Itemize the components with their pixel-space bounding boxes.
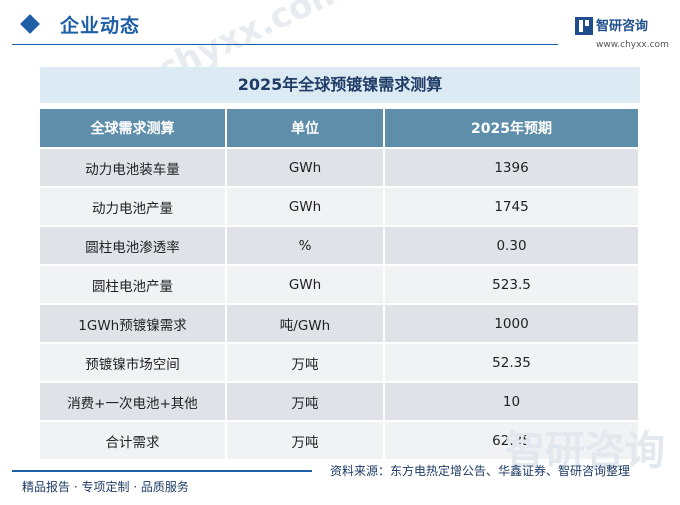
logo-url: www.chyxx.com — [596, 40, 669, 50]
row-label-cell: 预镀镍市场空间 — [40, 342, 226, 382]
section-title: 企业动态 — [60, 15, 141, 37]
table-row: 动力电池装车量 GWh 1396 — [40, 147, 638, 187]
value-cell: 52.35 — [383, 342, 638, 382]
header-divider — [12, 44, 558, 45]
table-header-row: 全球需求测算 单位 2025年预期 — [40, 109, 638, 148]
row-label-cell: 合计需求 — [40, 420, 226, 459]
logo-name: 智研咨询 — [596, 19, 649, 34]
table-row: 合计需求 万吨 62.35 — [40, 420, 638, 459]
logo-mark-icon — [575, 17, 593, 35]
column-header: 2025年预期 — [383, 109, 638, 148]
value-cell: 62.35 — [383, 420, 638, 459]
table-row: 消费+一次电池+其他 万吨 10 — [40, 381, 638, 421]
value-cell: 0.30 — [383, 225, 638, 265]
unit-cell: GWh — [225, 147, 384, 187]
column-header: 全球需求测算 — [40, 109, 226, 148]
row-label-cell: 消费+一次电池+其他 — [40, 381, 226, 421]
unit-cell: 万吨 — [225, 381, 384, 421]
table-row: 预镀镍市场空间 万吨 52.35 — [40, 342, 638, 382]
row-label-cell: 动力电池装车量 — [40, 147, 226, 187]
footer-slogan: 精品报告 · 专项定制 · 品质服务 — [22, 480, 189, 494]
unit-cell: 万吨 — [225, 342, 384, 382]
unit-cell: % — [225, 225, 384, 265]
footer-logo-watermark: 智研咨询 — [505, 428, 665, 474]
unit-cell: GWh — [225, 186, 384, 226]
unit-cell: GWh — [225, 264, 384, 304]
footer-divider — [12, 470, 312, 472]
source-note: 资料来源：东方电热定增公告、华鑫证券、智研咨询整理 — [330, 464, 631, 478]
value-cell: 1745 — [383, 186, 638, 226]
row-label-cell: 圆柱电池渗透率 — [40, 225, 226, 265]
table-title: 2025年全球预镀镍需求测算 — [40, 67, 640, 103]
value-cell: 10 — [383, 381, 638, 421]
table-row: 动力电池产量 GWh 1745 — [40, 186, 638, 226]
table-row: 圆柱电池渗透率% 0.30 — [40, 225, 638, 265]
column-header: 单位 — [225, 109, 384, 148]
value-cell: 1396 — [383, 147, 638, 187]
value-cell: 1000 — [383, 303, 638, 343]
table-row: 圆柱电池产量 GWh 523.5 — [40, 264, 638, 304]
row-label-cell: 1GWh预镀镍需求 — [40, 303, 226, 343]
value-cell: 523.5 — [383, 264, 638, 304]
row-label-cell: 动力电池产量 — [40, 186, 226, 226]
unit-cell: 吨/GWh — [225, 303, 384, 343]
row-label-cell: 圆柱电池产量 — [40, 264, 226, 304]
header-diamond-icon — [20, 14, 40, 34]
unit-cell: 万吨 — [225, 420, 384, 459]
data-table: 全球需求测算 单位 2025年预期 动力电池装车量 GWh 1396 动力电池产量 GW… — [40, 109, 638, 459]
table-row: 1GWh预镀镍需求 吨/GWh 1000 — [40, 303, 638, 343]
